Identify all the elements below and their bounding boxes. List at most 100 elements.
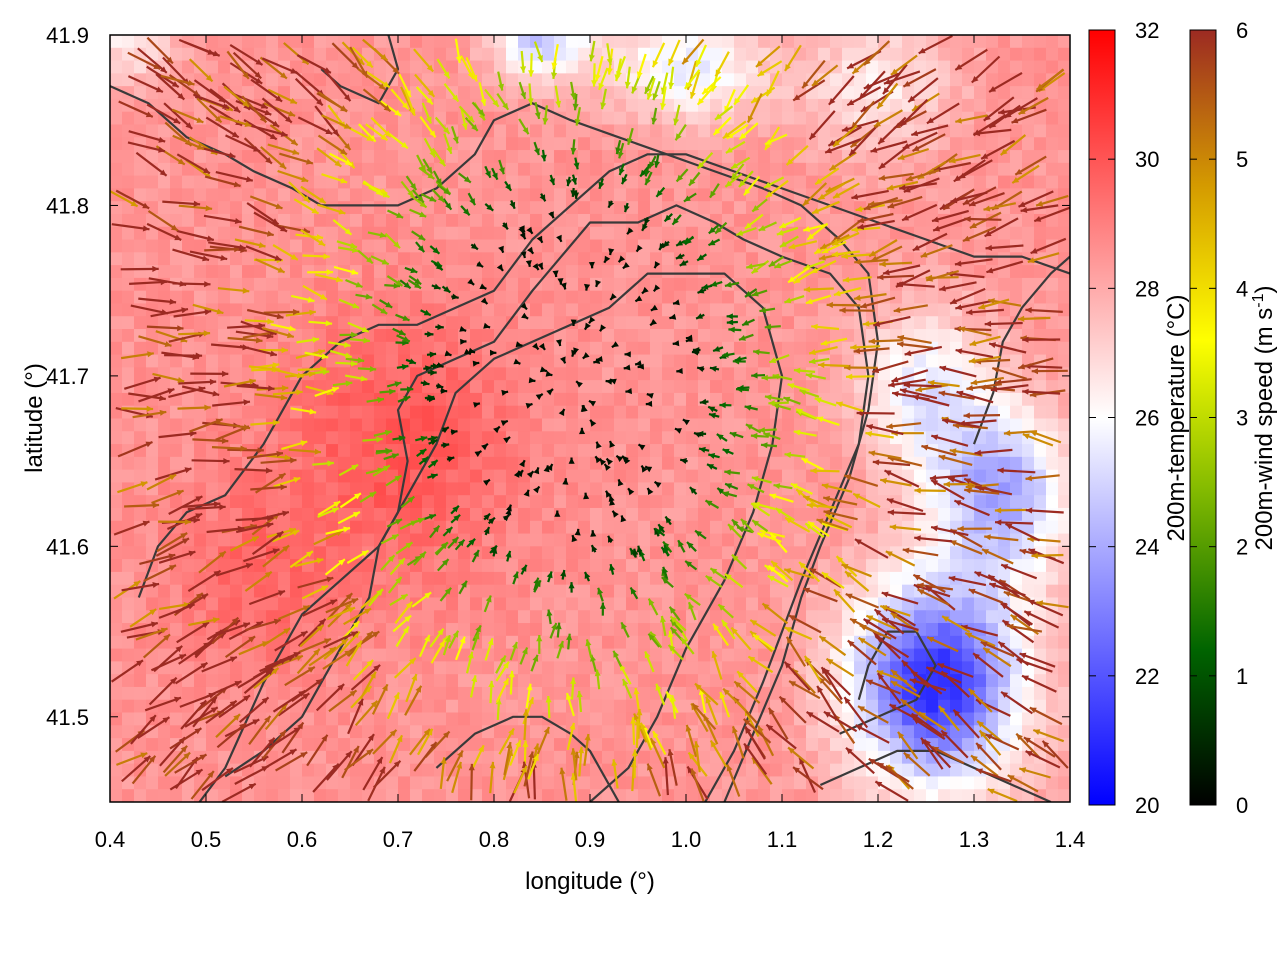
- heatmap-cell: [530, 520, 543, 535]
- heatmap-cell: [578, 789, 591, 802]
- heatmap-cell: [242, 213, 255, 228]
- heatmap-cell: [206, 354, 219, 368]
- heatmap-cell: [938, 495, 951, 509]
- heatmap-cell: [206, 316, 219, 330]
- heatmap-cell: [446, 226, 459, 241]
- heatmap-cell: [806, 111, 819, 126]
- heatmap-cell: [374, 507, 387, 522]
- heatmap-cell: [506, 367, 519, 381]
- heatmap-cell: [854, 776, 867, 790]
- heatmap-cell: [386, 162, 399, 177]
- heatmap-cell: [590, 367, 603, 381]
- heatmap-cell: [110, 597, 123, 611]
- heatmap-cell: [146, 431, 159, 445]
- heatmap-cell: [494, 367, 507, 381]
- heatmap-cell: [314, 469, 327, 484]
- heatmap-cell: [206, 431, 219, 445]
- heatmap-cell: [830, 124, 843, 138]
- heatmap-cell: [326, 316, 339, 330]
- heatmap-cell: [578, 367, 591, 381]
- heatmap-cell: [146, 469, 159, 484]
- heatmap-cell: [902, 354, 915, 368]
- heatmap-cell: [194, 47, 207, 62]
- heatmap-cell: [242, 431, 255, 445]
- heatmap-cell: [710, 316, 723, 330]
- heatmap-cell: [1022, 405, 1035, 420]
- heatmap-cell: [770, 277, 783, 292]
- heatmap-cell: [506, 47, 519, 62]
- heatmap-cell: [986, 674, 999, 688]
- heatmap-cell: [530, 546, 543, 560]
- heatmap-cell: [974, 686, 987, 701]
- heatmap-cell: [830, 418, 843, 432]
- heatmap-cell: [254, 789, 267, 802]
- heatmap-cell: [194, 776, 207, 790]
- heatmap-cell: [926, 610, 939, 624]
- heatmap-cell: [578, 507, 591, 522]
- heatmap-cell: [806, 150, 819, 164]
- heatmap-cell: [506, 239, 519, 253]
- heatmap-cell: [662, 137, 675, 151]
- heatmap-cell: [458, 137, 471, 151]
- heatmap-cell: [410, 213, 423, 228]
- heatmap-cell: [626, 303, 639, 317]
- heatmap-cell: [494, 571, 507, 586]
- heatmap-cell: [578, 137, 591, 151]
- heatmap-cell: [590, 341, 603, 356]
- heatmap-cell: [206, 380, 219, 394]
- heatmap-cell: [518, 175, 531, 189]
- heatmap-cell: [446, 316, 459, 330]
- heatmap-cell: [398, 303, 411, 317]
- heatmap-cell: [194, 533, 207, 547]
- heatmap-cell: [434, 725, 447, 739]
- heatmap-cell: [542, 559, 555, 573]
- heatmap-cell: [746, 571, 759, 586]
- heatmap-cell: [434, 712, 447, 726]
- heatmap-cell: [686, 507, 699, 522]
- heatmap-cell: [338, 789, 351, 802]
- heatmap-cell: [434, 188, 447, 202]
- heatmap-cell: [866, 469, 879, 484]
- heatmap-cell: [410, 316, 423, 330]
- heatmap-cell: [974, 175, 987, 189]
- heatmap-cell: [542, 648, 555, 662]
- heatmap-cell: [974, 137, 987, 151]
- heatmap-cell: [122, 507, 135, 522]
- heatmap-cell: [122, 124, 135, 138]
- heatmap-cell: [938, 290, 951, 305]
- heatmap-cell: [458, 623, 471, 637]
- heatmap-cell: [1058, 47, 1070, 62]
- heatmap-cell: [482, 252, 495, 266]
- heatmap-cell: [206, 725, 219, 739]
- heatmap-cell: [1010, 277, 1023, 292]
- heatmap-cell: [350, 776, 363, 790]
- heatmap-cell: [326, 47, 339, 62]
- heatmap-cell: [302, 674, 315, 688]
- heatmap-cell: [242, 124, 255, 138]
- heatmap-cell: [590, 686, 603, 701]
- heatmap-cell: [326, 431, 339, 445]
- heatmap-cell: [662, 380, 675, 394]
- heatmap-cell: [998, 252, 1011, 266]
- heatmap-cell: [662, 252, 675, 266]
- heatmap-cell: [1010, 290, 1023, 305]
- heatmap-cell: [662, 661, 675, 675]
- heatmap-cell: [398, 150, 411, 164]
- heatmap-cell: [782, 98, 795, 113]
- heatmap-cell: [302, 571, 315, 586]
- heatmap-cell: [290, 686, 303, 701]
- heatmap-cell: [614, 546, 627, 560]
- heatmap-cell: [698, 584, 711, 599]
- heatmap-cell: [110, 290, 123, 305]
- heatmap-cell: [350, 444, 363, 458]
- heatmap-cell: [518, 137, 531, 151]
- heatmap-cell: [830, 367, 843, 381]
- heatmap-cell: [374, 559, 387, 573]
- heatmap-cell: [602, 392, 615, 407]
- heatmap-cell: [218, 610, 231, 624]
- heatmap-cell: [170, 444, 183, 458]
- heatmap-cell: [482, 137, 495, 151]
- heatmap-cell: [218, 597, 231, 611]
- heatmap-cell: [146, 533, 159, 547]
- heatmap-cell: [170, 341, 183, 356]
